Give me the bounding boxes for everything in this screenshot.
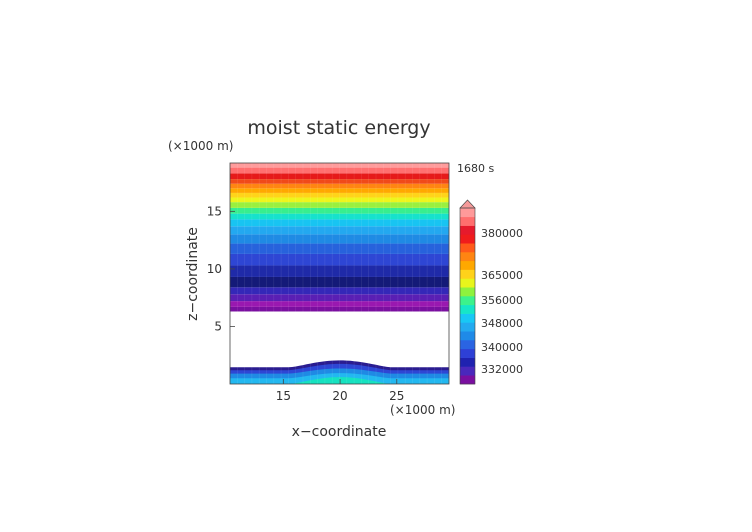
colorbar-swatch-1 xyxy=(460,366,475,376)
colorbar-extend-max xyxy=(459,199,476,209)
colorbar-swatch-5 xyxy=(460,331,475,341)
colorbar-swatch-19 xyxy=(460,208,475,218)
colorbar-swatch-13 xyxy=(460,260,475,270)
colorbar-label-3: 348000 xyxy=(481,317,523,330)
x-unit-label: (×1000 m) xyxy=(390,403,455,417)
y-axis-label: z−coordinate xyxy=(185,227,201,321)
x-axis: 15 20 25 xyxy=(276,379,404,403)
y-tick-label-1: 10 xyxy=(207,262,222,276)
colorbar-swatch-10 xyxy=(460,287,475,297)
time-label: 1680 s xyxy=(457,162,494,175)
colorbar-swatch-3 xyxy=(460,348,475,358)
band-15 xyxy=(230,192,449,198)
band-17 xyxy=(230,183,449,189)
y-tick-label-2: 15 xyxy=(207,204,222,218)
colorbar-swatch-12 xyxy=(460,269,475,279)
band-5 xyxy=(230,265,449,277)
band-21 xyxy=(230,163,449,168)
band-9 xyxy=(230,226,449,235)
band-3 xyxy=(230,287,449,295)
colorbar-label-5: 332000 xyxy=(481,363,523,376)
colorbar-swatch-8 xyxy=(460,304,475,314)
band-6 xyxy=(230,253,449,266)
colorbar-swatch-4 xyxy=(460,340,475,350)
band-7 xyxy=(230,243,449,254)
colorbar-label-1: 365000 xyxy=(481,269,523,282)
colorbar-label-4: 340000 xyxy=(481,341,523,354)
colorbar: 380000 365000 356000 348000 340000 332000 xyxy=(459,199,523,385)
band-16 xyxy=(230,188,449,193)
colorbar-swatch-0 xyxy=(460,375,475,385)
plot-frame xyxy=(229,162,450,385)
x-tick-label-0: 15 xyxy=(276,389,291,403)
band-19 xyxy=(230,173,449,180)
band-8 xyxy=(230,234,449,244)
colorbar-label-2: 356000 xyxy=(481,294,523,307)
colorbar-label-0: 380000 xyxy=(481,227,523,240)
band-20 xyxy=(230,167,449,174)
x-axis-label: x−coordinate xyxy=(292,424,387,440)
colorbar-swatch-15 xyxy=(460,243,475,253)
layer-4 xyxy=(230,377,449,384)
band-1 xyxy=(230,301,449,307)
frame-rect xyxy=(229,162,450,385)
band-11 xyxy=(230,213,449,220)
x-tick-label-2: 25 xyxy=(389,389,404,403)
band-14 xyxy=(230,197,449,203)
y-tick-label-0: 5 xyxy=(214,319,222,333)
y-axis: 5 10 15 xyxy=(207,204,235,333)
colorbar-swatch-7 xyxy=(460,313,475,323)
colorbar-swatch-6 xyxy=(460,322,475,332)
colorbar-swatch-14 xyxy=(460,252,475,262)
chart-title: moist static energy xyxy=(247,117,430,139)
band-10 xyxy=(230,219,449,227)
plot-area xyxy=(229,163,450,384)
y-unit-label: (×1000 m) xyxy=(168,139,233,153)
band-0 xyxy=(230,306,449,312)
colorbar-swatch-11 xyxy=(460,278,475,288)
x-tick-label-1: 20 xyxy=(332,389,347,403)
colorbar-swatch-9 xyxy=(460,296,475,306)
colorbar-swatch-17 xyxy=(460,225,475,235)
colorbar-swatch-18 xyxy=(460,216,475,226)
colorbar-frame xyxy=(459,207,476,385)
band-18 xyxy=(230,179,449,184)
band-12 xyxy=(230,207,449,214)
colorbar-swatch-16 xyxy=(460,234,475,244)
band-4 xyxy=(230,276,449,288)
colorbar-swatch-2 xyxy=(460,357,475,367)
band-2 xyxy=(230,294,449,302)
band-13 xyxy=(230,202,449,208)
